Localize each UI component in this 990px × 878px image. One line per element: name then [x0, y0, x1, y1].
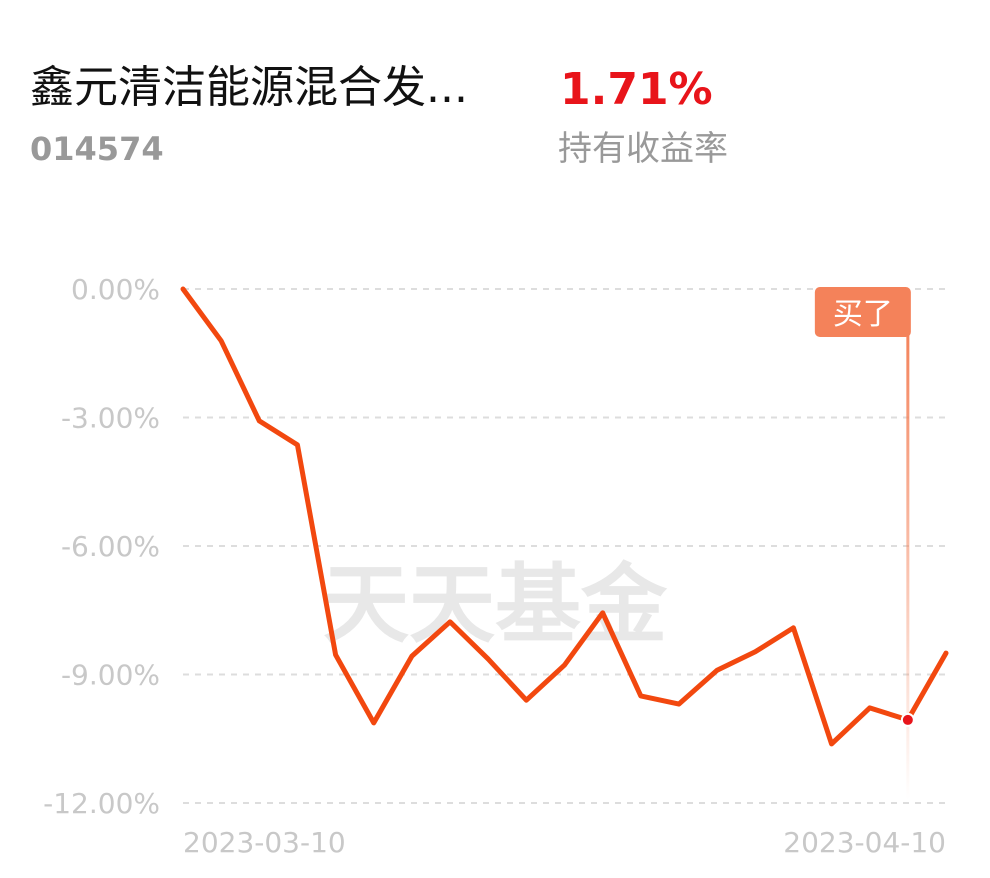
return-value: 1.71% [560, 64, 713, 115]
buy-label: 买了 [833, 297, 893, 332]
y-tick-label: -6.00% [61, 530, 160, 563]
buy-line [906, 330, 910, 800]
line [180, 286, 949, 747]
return-label: 持有收益率 [558, 129, 728, 169]
x-tick-label: 2023-03-10 [183, 826, 346, 859]
watermark: 天天基金 [323, 554, 668, 655]
buy-badge [814, 287, 911, 337]
fund-title: 鑫元清洁能源混合发... [30, 62, 468, 113]
buy-point [900, 712, 915, 727]
y-tick-label: -12.00% [43, 787, 160, 820]
x-tick-label: 2023-04-10 [783, 826, 946, 859]
y-tick-label: -9.00% [61, 659, 160, 692]
fund-code: 014574 [30, 130, 164, 168]
y-tick-label: -3.00% [61, 402, 160, 435]
y-tick-label: 0.00% [71, 273, 160, 306]
